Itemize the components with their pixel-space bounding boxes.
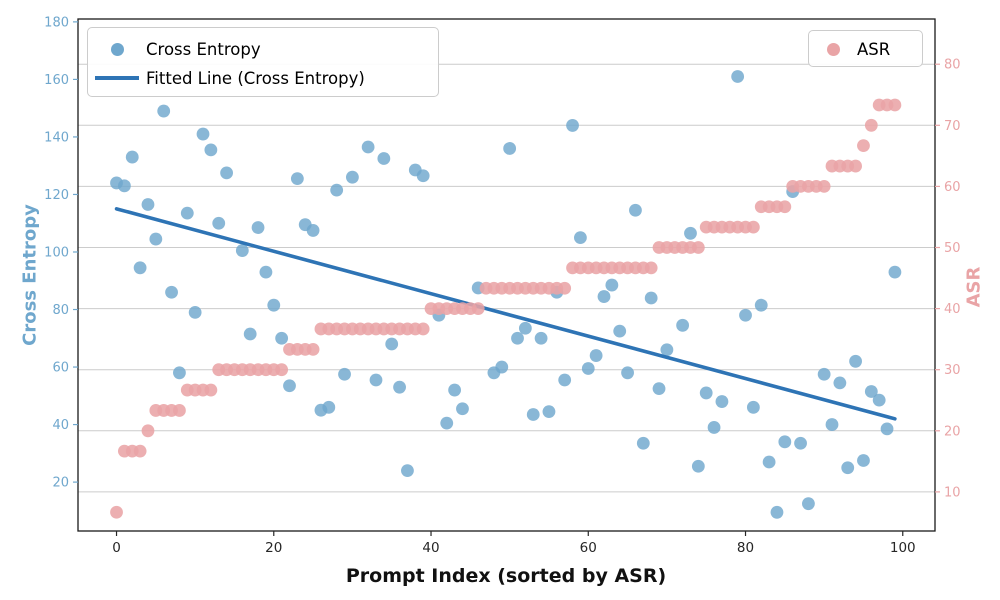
legend-item-fitted-line: Fitted Line (Cross Entropy) — [88, 61, 438, 95]
svg-text:20: 20 — [52, 476, 69, 491]
fitted-line-marker-icon — [88, 76, 146, 80]
svg-text:50: 50 — [944, 241, 961, 256]
svg-text:100: 100 — [890, 540, 916, 556]
x-axis-label: Prompt Index (sorted by ASR) — [345, 565, 667, 587]
svg-text:80: 80 — [737, 540, 754, 556]
svg-text:60: 60 — [52, 361, 69, 376]
legend-item-cross-entropy: Cross Entropy — [88, 32, 438, 66]
svg-text:60: 60 — [580, 540, 597, 556]
legend-item-label: Fitted Line (Cross Entropy) — [146, 68, 365, 88]
svg-text:40: 40 — [422, 540, 439, 556]
svg-text:120: 120 — [44, 188, 69, 203]
legend-item-label: ASR — [857, 39, 891, 59]
svg-text:80: 80 — [944, 58, 961, 73]
svg-text:60: 60 — [944, 180, 961, 195]
legend-asr: ASR — [808, 30, 923, 67]
svg-text:10: 10 — [944, 485, 961, 500]
svg-text:70: 70 — [944, 119, 961, 134]
legend-item-asr: ASR — [809, 32, 922, 66]
svg-text:80: 80 — [52, 303, 69, 318]
asr-marker-icon — [809, 42, 857, 56]
svg-text:0: 0 — [112, 540, 121, 556]
y-axis-label-right: ASR — [963, 266, 985, 308]
svg-text:20: 20 — [944, 424, 961, 439]
legend-item-label: Cross Entropy — [146, 39, 261, 59]
svg-text:40: 40 — [52, 418, 69, 433]
svg-text:140: 140 — [44, 130, 69, 145]
legend-cross-entropy: Cross Entropy Fitted Line (Cross Entropy… — [87, 27, 439, 97]
svg-text:160: 160 — [44, 73, 69, 88]
svg-text:30: 30 — [944, 363, 961, 378]
cross-entropy-marker-icon — [88, 42, 146, 56]
svg-text:180: 180 — [44, 15, 69, 30]
svg-text:100: 100 — [44, 245, 69, 260]
svg-text:40: 40 — [944, 302, 961, 317]
svg-text:20: 20 — [265, 540, 282, 556]
y-axis-label-left: Cross Entropy — [19, 204, 41, 346]
